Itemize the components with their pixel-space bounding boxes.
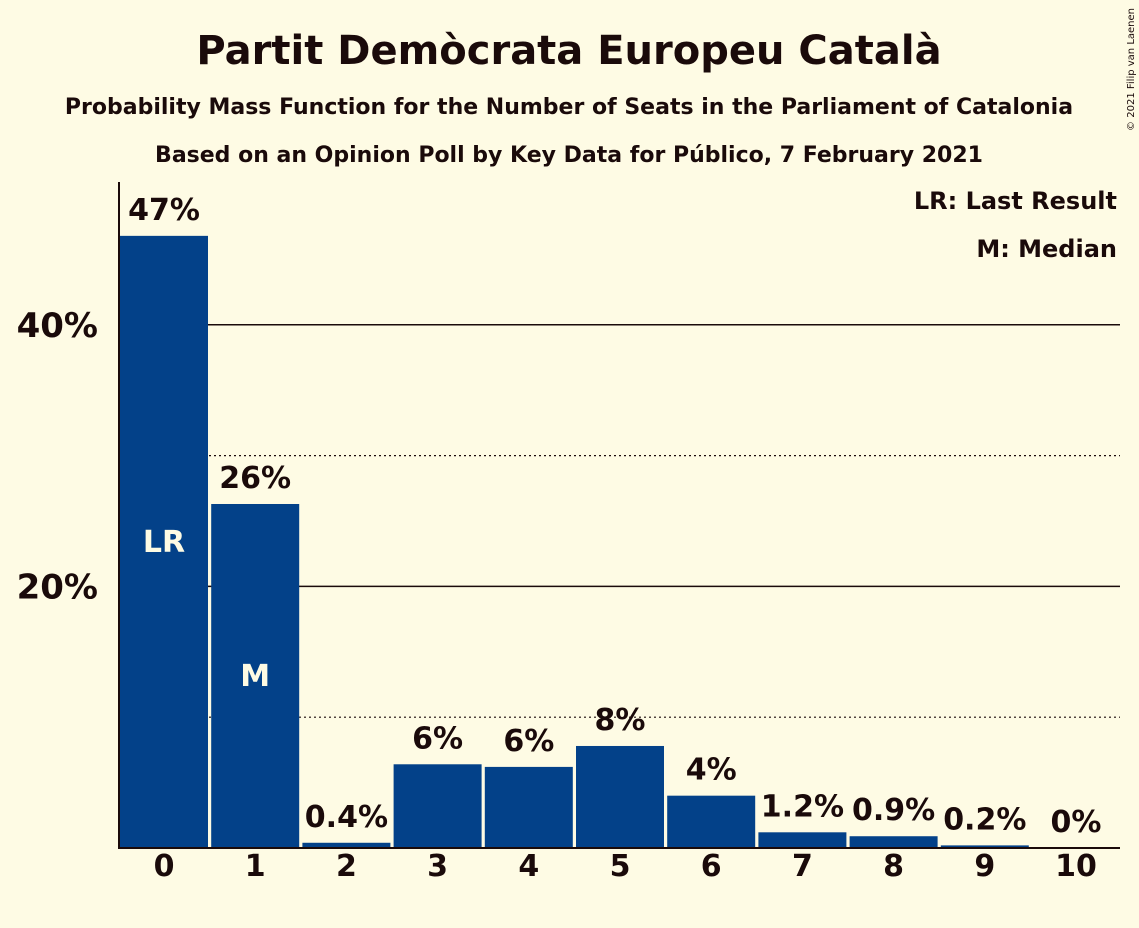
bar-marker-m: M xyxy=(240,659,270,694)
y-tick-label-1: 40% xyxy=(17,306,98,346)
bar-6 xyxy=(667,795,756,848)
bar-2 xyxy=(302,842,391,848)
x-tick-label-3: 3 xyxy=(427,849,448,884)
x-tick-label-2: 2 xyxy=(336,849,357,884)
x-tick-label-7: 7 xyxy=(792,849,813,884)
chart-subtitle-2: Based on an Opinion Poll by Key Data for… xyxy=(155,143,983,168)
bars-group xyxy=(120,235,1029,848)
bar-4 xyxy=(484,766,573,848)
x-tick-label-4: 4 xyxy=(518,849,539,884)
bar-3 xyxy=(393,764,482,848)
copyright-text: © 2021 Filip van Laenen xyxy=(1126,8,1137,131)
value-label-7: 1.2% xyxy=(761,789,844,824)
x-tick-label-1: 1 xyxy=(245,849,266,884)
bar-marker-lr: LR xyxy=(143,525,185,560)
bar-5 xyxy=(576,745,664,848)
value-label-2: 0.4% xyxy=(305,800,388,835)
chart-title: Partit Demòcrata Europeu Català xyxy=(196,28,941,74)
x-tick-label-10: 10 xyxy=(1055,849,1097,884)
x-tick-label-6: 6 xyxy=(701,849,722,884)
value-label-6: 4% xyxy=(686,753,737,788)
value-label-4: 6% xyxy=(503,724,554,759)
bar-0 xyxy=(120,235,208,848)
bar-7 xyxy=(758,832,847,848)
value-label-9: 0.2% xyxy=(943,802,1026,837)
x-tick-label-0: 0 xyxy=(154,849,175,884)
value-label-0: 47% xyxy=(128,193,200,228)
value-label-8: 0.9% xyxy=(852,793,935,828)
value-label-1: 26% xyxy=(219,461,291,496)
value-label-5: 8% xyxy=(595,703,646,738)
labels-group: 20%40%47%026%10.4%26%36%48%54%61.2%70.9%… xyxy=(17,193,1102,884)
bar-9 xyxy=(940,845,1029,848)
x-tick-label-9: 9 xyxy=(974,849,995,884)
value-label-3: 6% xyxy=(412,721,463,756)
y-tick-label-0: 20% xyxy=(17,567,98,607)
bar-1 xyxy=(211,503,300,848)
bar-8 xyxy=(849,836,938,848)
value-label-10: 0% xyxy=(1051,805,1102,840)
x-tick-label-8: 8 xyxy=(883,849,904,884)
legend-median: M: Median xyxy=(976,235,1117,263)
chart-subtitle-1: Probability Mass Function for the Number… xyxy=(65,95,1073,120)
x-tick-label-5: 5 xyxy=(610,849,631,884)
legend-last-result: LR: Last Result xyxy=(914,187,1117,215)
